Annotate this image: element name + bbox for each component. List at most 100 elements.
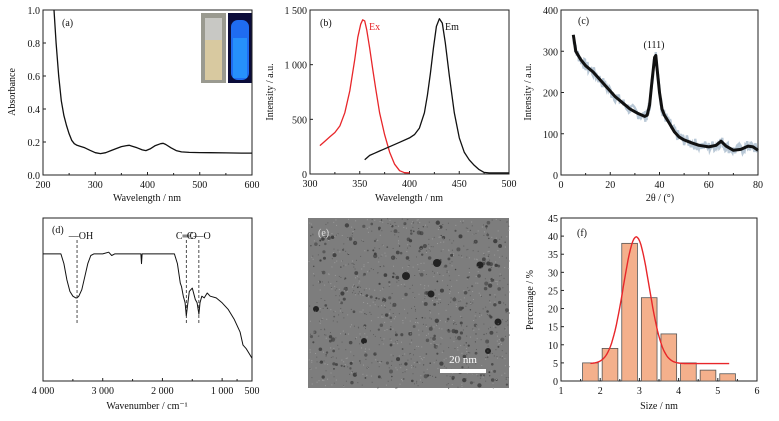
tem-noise-speck	[419, 273, 421, 275]
tem-nanoparticle	[465, 302, 468, 305]
tem-noise-speck	[494, 254, 496, 256]
tem-noise-speck	[505, 257, 507, 259]
tem-noise-speck	[486, 228, 488, 230]
tem-noise-speck	[382, 288, 384, 290]
tem-noise-speck	[418, 270, 420, 272]
tem-nanoparticle	[398, 245, 401, 247]
tem-nanoparticle	[488, 371, 491, 374]
tem-noise-speck	[436, 297, 438, 299]
tem-nanoparticle	[332, 362, 336, 366]
tem-noise-speck	[334, 236, 336, 238]
tem-nanoparticle	[488, 283, 493, 288]
tem-noise-speck	[448, 387, 450, 389]
tem-noise-speck	[349, 373, 351, 375]
tem-noise-speck	[458, 254, 460, 256]
tem-noise-speck	[425, 324, 427, 326]
tem-noise-speck	[443, 365, 445, 367]
panel-d-series-ftir	[43, 251, 253, 359]
tem-noise-speck	[463, 290, 465, 292]
tem-nanoparticle	[364, 377, 367, 379]
tem-noise-speck	[429, 317, 431, 319]
tem-noise-speck	[319, 320, 321, 322]
tem-noise-speck	[330, 309, 332, 311]
tem-noise-speck	[367, 296, 369, 298]
tem-nanoparticle	[356, 286, 359, 289]
tem-noise-speck	[418, 329, 420, 331]
tem-noise-speck	[448, 250, 450, 252]
tem-noise-speck	[451, 265, 453, 267]
tem-nanoparticle	[333, 315, 336, 318]
tem-noise-speck	[445, 229, 447, 231]
tem-noise-speck	[407, 218, 409, 220]
tem-nanoparticle	[375, 297, 378, 300]
tem-noise-speck	[499, 280, 501, 282]
tem-noise-speck	[390, 321, 392, 323]
tem-noise-speck	[447, 222, 449, 224]
tem-noise-speck	[321, 281, 323, 283]
tem-noise-speck	[416, 345, 418, 347]
tem-nanoparticle	[378, 228, 381, 231]
tem-nanoparticle	[436, 352, 439, 355]
tem-noise-speck	[310, 368, 312, 370]
tem-noise-speck	[359, 333, 361, 335]
panel-a-xtick-label: 400	[140, 180, 155, 191]
tem-noise-speck	[336, 234, 338, 236]
tem-noise-speck	[442, 249, 444, 251]
tem-noise-speck	[313, 240, 315, 242]
tem-nanoparticle	[401, 348, 404, 350]
tem-noise-speck	[334, 274, 336, 276]
tem-noise-speck	[457, 338, 459, 340]
tem-noise-speck	[413, 297, 415, 299]
tem-noise-speck	[474, 315, 476, 317]
tem-noise-speck	[485, 333, 487, 335]
tem-nanoparticle	[330, 235, 335, 239]
tem-noise-speck	[398, 232, 400, 234]
tem-noise-speck	[470, 301, 472, 303]
tem-noise-speck	[445, 367, 447, 369]
tem-nanoparticle	[309, 335, 314, 339]
tem-noise-speck	[372, 301, 374, 303]
tem-noise-speck	[343, 317, 345, 319]
tem-noise-speck	[332, 356, 334, 358]
tem-nanoparticle	[373, 239, 377, 243]
em-curve-label: Em	[445, 22, 459, 33]
panel-d-xtick-label: 2 000	[151, 386, 174, 397]
tem-nanoparticle	[363, 272, 366, 276]
tem-noise-speck	[353, 285, 355, 287]
tem-noise-speck	[351, 371, 353, 373]
tem-noise-speck	[414, 310, 416, 312]
tem-noise-speck	[336, 260, 338, 262]
tem-noise-speck	[462, 220, 464, 222]
scale-bar	[440, 369, 486, 373]
tem-noise-speck	[421, 232, 423, 234]
tem-noise-speck	[468, 267, 470, 269]
tem-noise-speck	[328, 274, 330, 276]
tem-noise-speck	[323, 351, 325, 353]
tem-noise-speck	[316, 361, 318, 363]
tem-noise-speck	[413, 383, 415, 385]
tem-noise-speck	[390, 339, 392, 341]
tem-noise-speck	[476, 338, 478, 340]
tem-noise-speck	[423, 262, 425, 264]
tem-noise-speck	[397, 343, 399, 345]
tem-noise-speck	[343, 384, 345, 386]
tem-noise-speck	[408, 245, 410, 247]
tem-nanoparticle	[348, 340, 353, 345]
tem-noise-speck	[312, 258, 314, 260]
tem-nanoparticle	[466, 276, 469, 279]
tem-noise-speck	[377, 239, 379, 241]
panel-f-ytick-label: 45	[548, 214, 558, 225]
tem-large-nanoparticle	[476, 261, 484, 269]
tem-nanoparticle	[463, 291, 468, 295]
tem-nanoparticle	[400, 333, 404, 337]
tem-noise-speck	[395, 341, 397, 343]
tem-noise-speck	[494, 294, 496, 296]
tem-noise-speck	[489, 282, 491, 284]
tem-noise-speck	[505, 327, 507, 329]
tem-nanoparticle	[326, 307, 329, 309]
tem-noise-speck	[392, 305, 394, 307]
tem-nanoparticle	[389, 369, 393, 374]
tem-noise-speck	[374, 219, 376, 221]
tem-noise-speck	[423, 371, 425, 373]
tem-noise-speck	[324, 299, 326, 301]
